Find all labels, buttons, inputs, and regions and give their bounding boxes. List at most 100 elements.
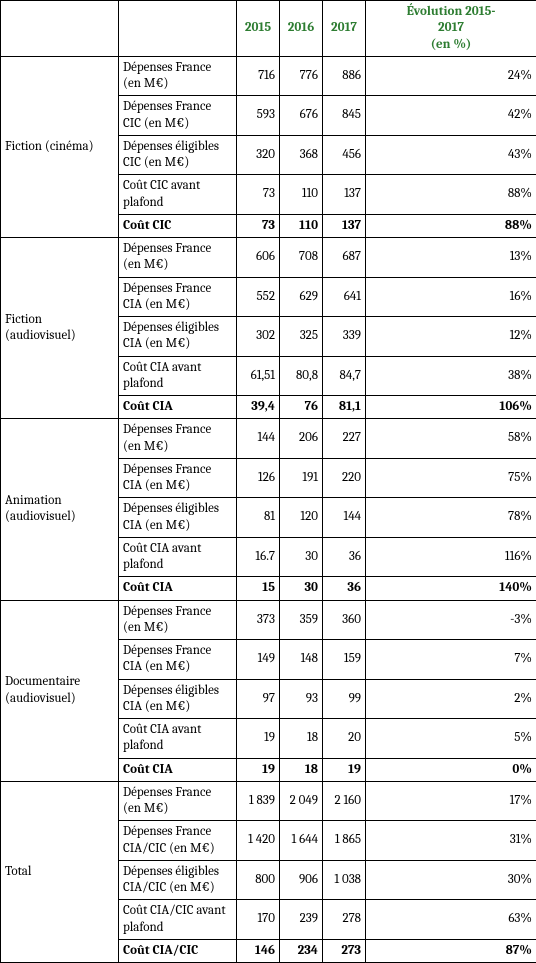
value-cell: 325 — [280, 317, 323, 357]
evolution-cell: 17% — [366, 781, 536, 821]
value-cell: 359 — [280, 600, 323, 640]
value-cell: 15 — [237, 577, 280, 600]
value-cell: 1 038 — [323, 860, 366, 900]
value-cell: 191 — [280, 458, 323, 498]
row-label: Dépenses France (en M€) — [119, 600, 237, 640]
value-cell: 93 — [280, 679, 323, 719]
evolution-cell: 12% — [366, 317, 536, 357]
table-row: TotalDépenses France (en M€)1 8392 0492 … — [1, 781, 536, 821]
category-cell: Documentaire (audiovisuel) — [1, 600, 119, 781]
header-year-2015: 2015 — [237, 1, 280, 57]
value-cell: 126 — [237, 458, 280, 498]
row-label: Coût CIC — [119, 214, 237, 237]
value-cell: 368 — [280, 135, 323, 175]
row-label: Coût CIA avant plafond — [119, 537, 237, 577]
value-cell: 36 — [323, 577, 366, 600]
row-label: Coût CIA/CIC — [119, 939, 237, 962]
value-cell: 360 — [323, 600, 366, 640]
value-cell: 845 — [323, 96, 366, 136]
value-cell: 676 — [280, 96, 323, 136]
evolution-cell: 116% — [366, 537, 536, 577]
value-cell: 18 — [280, 758, 323, 781]
value-cell: 320 — [237, 135, 280, 175]
value-cell: 220 — [323, 458, 366, 498]
evolution-cell: 31% — [366, 821, 536, 861]
value-cell: 73 — [237, 214, 280, 237]
value-cell: 30 — [280, 537, 323, 577]
value-cell: 80,8 — [280, 356, 323, 396]
value-cell: 61,51 — [237, 356, 280, 396]
header-evolution-line2: 2017 — [438, 20, 464, 35]
category-cell: Animation (audiovisuel) — [1, 419, 119, 600]
row-label: Dépenses France CIA (en M€) — [119, 640, 237, 680]
table-row: Fiction (audiovisuel)Dépenses France (en… — [1, 238, 536, 278]
evolution-cell: 43% — [366, 135, 536, 175]
row-label: Coût CIA — [119, 758, 237, 781]
value-cell: 81,1 — [323, 396, 366, 419]
evolution-cell: 42% — [366, 96, 536, 136]
value-cell: 339 — [323, 317, 366, 357]
value-cell: 20 — [323, 719, 366, 759]
value-cell: 206 — [280, 419, 323, 459]
table-row: Fiction (cinéma)Dépenses France (en M€)7… — [1, 56, 536, 96]
value-cell: 99 — [323, 679, 366, 719]
evolution-cell: 88% — [366, 175, 536, 215]
value-cell: 593 — [237, 96, 280, 136]
category-cell: Total — [1, 781, 119, 962]
evolution-cell: 30% — [366, 860, 536, 900]
value-cell: 73 — [237, 175, 280, 215]
evolution-cell: 58% — [366, 419, 536, 459]
evolution-cell: 5% — [366, 719, 536, 759]
value-cell: 234 — [280, 939, 323, 962]
value-cell: 81 — [237, 498, 280, 538]
category-cell: Fiction (audiovisuel) — [1, 238, 119, 419]
row-label: Dépenses France CIA/CIC (en M€) — [119, 821, 237, 861]
value-cell: 239 — [280, 900, 323, 940]
value-cell: 2 160 — [323, 781, 366, 821]
row-label: Dépenses éligibles CIA/CIC (en M€) — [119, 860, 237, 900]
value-cell: 552 — [237, 277, 280, 317]
value-cell: 302 — [237, 317, 280, 357]
value-cell: 76 — [280, 396, 323, 419]
value-cell: 36 — [323, 537, 366, 577]
header-year-2016: 2016 — [280, 1, 323, 57]
value-cell: 1 839 — [237, 781, 280, 821]
row-label: Dépenses France (en M€) — [119, 238, 237, 278]
row-label: Dépenses France (en M€) — [119, 419, 237, 459]
evolution-cell: 16% — [366, 277, 536, 317]
value-cell: 641 — [323, 277, 366, 317]
value-cell: 2 049 — [280, 781, 323, 821]
row-label: Dépenses France (en M€) — [119, 781, 237, 821]
evolution-cell: 63% — [366, 900, 536, 940]
header-evolution: Évolution 2015- 2017 (en %) — [366, 1, 536, 57]
value-cell: 1 644 — [280, 821, 323, 861]
row-label: Dépenses France CIA (en M€) — [119, 277, 237, 317]
row-label: Coût CIC avant plafond — [119, 175, 237, 215]
evolution-cell: 78% — [366, 498, 536, 538]
value-cell: 170 — [237, 900, 280, 940]
value-cell: 110 — [280, 214, 323, 237]
table-row: Documentaire (audiovisuel)Dépenses Franc… — [1, 600, 536, 640]
value-cell: 278 — [323, 900, 366, 940]
evolution-cell: 75% — [366, 458, 536, 498]
evolution-cell: 87% — [366, 939, 536, 962]
table-header-row: 2015 2016 2017 Évolution 2015- 2017 (en … — [1, 1, 536, 57]
evolution-cell: 0% — [366, 758, 536, 781]
row-label: Coût CIA — [119, 396, 237, 419]
row-label: Coût CIA avant plafond — [119, 356, 237, 396]
row-label: Dépenses éligibles CIC (en M€) — [119, 135, 237, 175]
row-label: Dépenses France CIA (en M€) — [119, 458, 237, 498]
value-cell: 110 — [280, 175, 323, 215]
value-cell: 19 — [323, 758, 366, 781]
value-cell: 373 — [237, 600, 280, 640]
header-evolution-line1: Évolution 2015- — [407, 4, 496, 19]
category-cell: Fiction (cinéma) — [1, 56, 119, 237]
value-cell: 146 — [237, 939, 280, 962]
row-label: Dépenses éligibles CIA (en M€) — [119, 498, 237, 538]
row-label: Coût CIA avant plafond — [119, 719, 237, 759]
value-cell: 776 — [280, 56, 323, 96]
value-cell: 97 — [237, 679, 280, 719]
value-cell: 716 — [237, 56, 280, 96]
value-cell: 1 420 — [237, 821, 280, 861]
header-blank-cat — [1, 1, 119, 57]
